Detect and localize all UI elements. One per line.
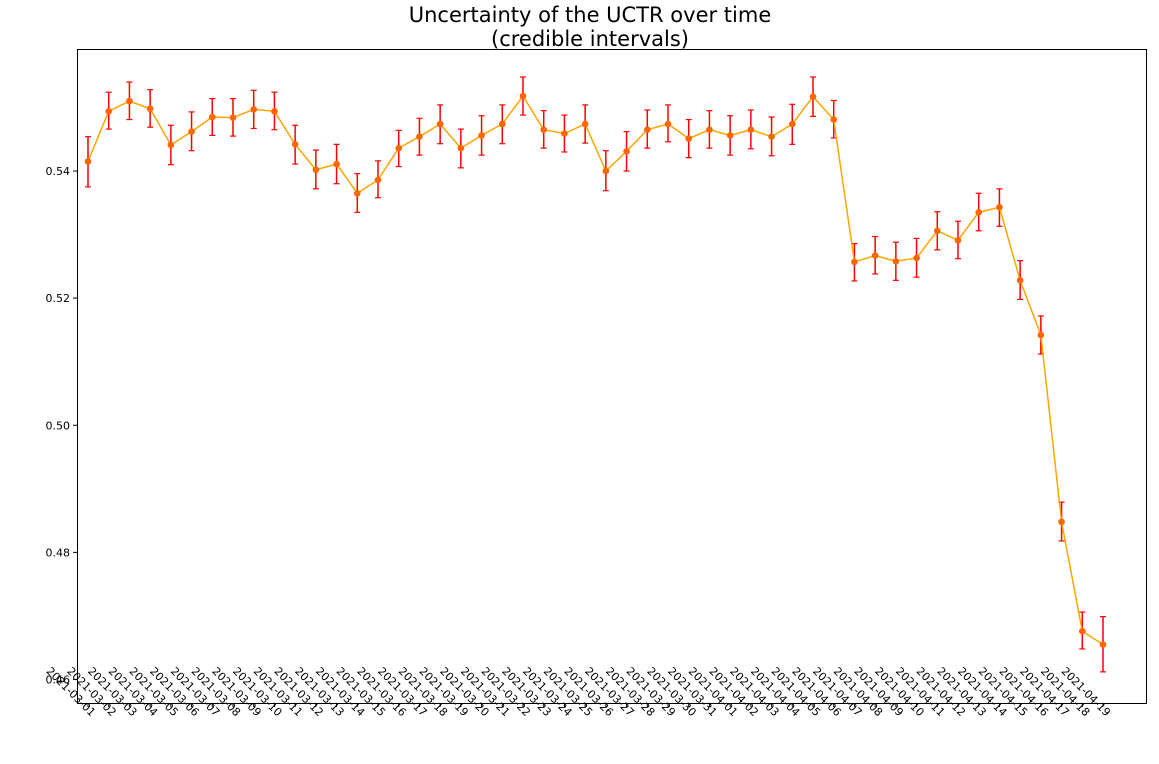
- data-point: [457, 144, 465, 152]
- data-point: [1037, 331, 1045, 339]
- data-point: [643, 126, 651, 134]
- data-point: [1016, 277, 1024, 284]
- y-tick-label: 0.52: [46, 292, 71, 305]
- y-axis: 0.46 0.48 0.50 0.52 0.54: [46, 165, 77, 686]
- data-point: [809, 93, 817, 100]
- data-point: [540, 126, 548, 134]
- data-point: [374, 176, 382, 184]
- data-point: [84, 158, 92, 165]
- data-point: [353, 189, 361, 197]
- data-point: [167, 141, 175, 149]
- data-point: [706, 126, 713, 134]
- x-axis: 2021-03-012021-03-022021-03-032021-03-04…: [44, 665, 1113, 719]
- errorbar-layer: [85, 76, 1106, 673]
- data-point: [664, 120, 672, 128]
- data-point: [561, 130, 568, 137]
- data-point: [913, 254, 920, 262]
- series-line-layer: [87, 94, 1104, 646]
- y-tick-label: 0.54: [46, 165, 71, 178]
- data-point: [1058, 518, 1065, 526]
- data-point: [892, 257, 900, 265]
- data-point: [312, 166, 320, 174]
- data-point: [996, 203, 1003, 211]
- data-point: [291, 141, 299, 148]
- data-point: [581, 120, 589, 128]
- data-point: [602, 167, 610, 175]
- data-point: [271, 107, 278, 115]
- data-point: [1078, 627, 1086, 635]
- data-point: [416, 133, 423, 141]
- data-point: [250, 106, 258, 113]
- data-point: [726, 132, 734, 139]
- data-point: [478, 132, 485, 139]
- data-point: [954, 237, 962, 244]
- data-point: [208, 113, 216, 121]
- chart-title-line1: Uncertainty of the UCTR over time: [408, 3, 772, 27]
- data-point: [1099, 641, 1107, 648]
- y-tick-label: 0.46: [46, 673, 71, 686]
- data-point: [126, 97, 133, 105]
- data-point: [768, 133, 775, 141]
- data-point: [830, 116, 838, 123]
- data-point: [498, 120, 506, 128]
- data-point: [436, 120, 444, 128]
- y-tick-label: 0.50: [46, 419, 71, 432]
- data-point: [975, 209, 983, 216]
- y-tick-label: 0.48: [46, 546, 71, 559]
- data-point: [519, 92, 527, 100]
- data-point: [851, 258, 858, 266]
- chart-title-line2: (credible intervals): [491, 27, 689, 51]
- data-point: [747, 126, 755, 134]
- marker-layer: [84, 92, 1107, 648]
- data-point: [146, 105, 154, 113]
- chart-title: Uncertainty of the UCTR over time (credi…: [35, 3, 1145, 51]
- data-point: [685, 135, 693, 142]
- data-point: [788, 120, 796, 128]
- data-point: [871, 252, 879, 259]
- data-point: [623, 148, 630, 155]
- data-point: [229, 114, 237, 121]
- data-point: [395, 144, 403, 152]
- data-point: [105, 107, 113, 115]
- data-point: [188, 128, 195, 135]
- data-point: [333, 160, 340, 168]
- series-line: [87, 94, 1104, 646]
- data-point: [933, 227, 941, 235]
- plot-frame: [77, 49, 1147, 704]
